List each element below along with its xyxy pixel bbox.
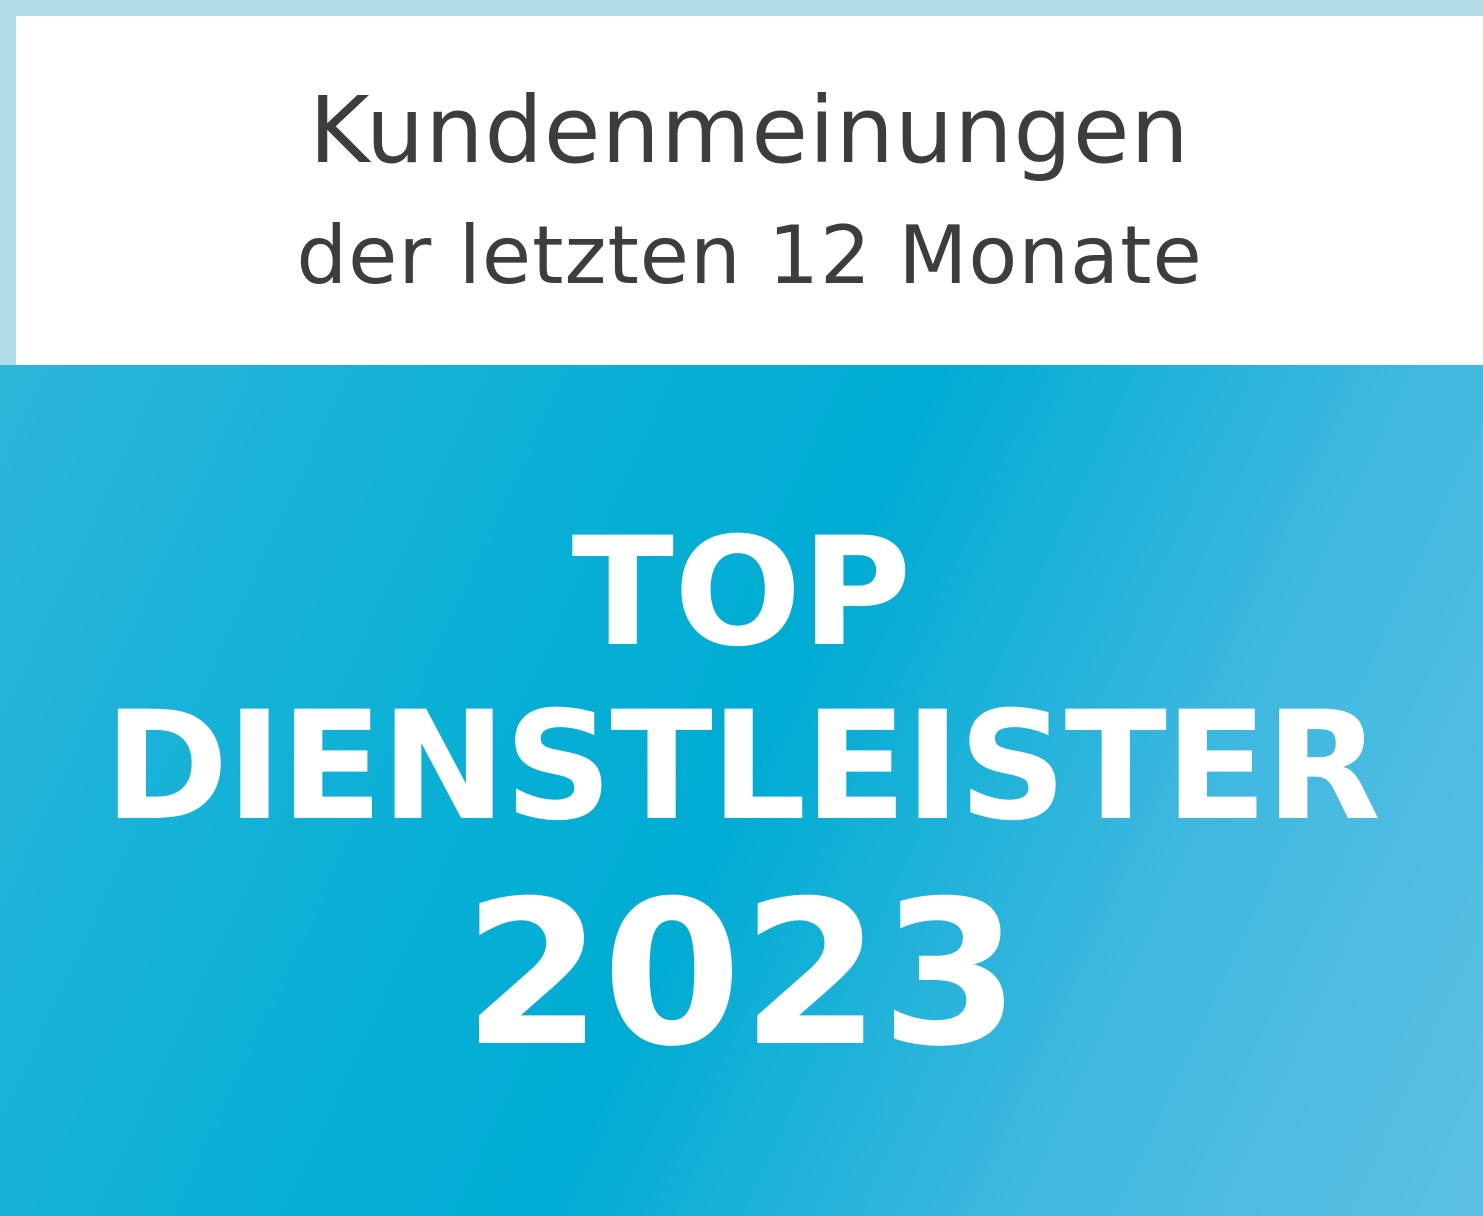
award-panel: TOP DIENSTLEISTER 2023: [0, 365, 1483, 1216]
header-subtitle: der letzten 12 Monate: [296, 209, 1203, 302]
award-top: TOP: [571, 506, 912, 680]
header-title: Kundenmeinungen: [309, 77, 1190, 184]
award-title: DIENSTLEISTER: [104, 680, 1381, 854]
header-panel: Kundenmeinungen der letzten 12 Monate: [16, 16, 1483, 365]
award-year: 2023: [463, 858, 1020, 1091]
